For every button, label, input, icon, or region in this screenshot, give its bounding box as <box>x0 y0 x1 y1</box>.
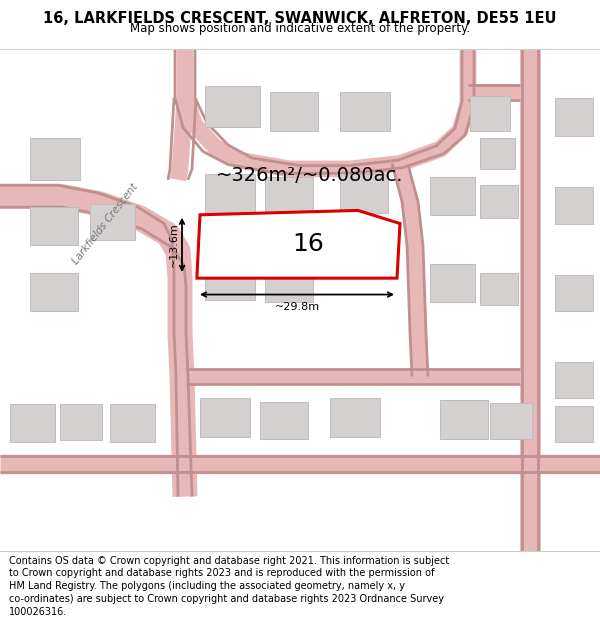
Bar <box>480 185 518 218</box>
Bar <box>430 176 475 215</box>
Bar <box>480 138 515 169</box>
Bar <box>555 275 593 311</box>
Bar <box>440 401 488 439</box>
Text: ~326m²/~0.080ac.: ~326m²/~0.080ac. <box>216 166 404 185</box>
Bar <box>555 98 593 136</box>
Bar <box>205 262 255 300</box>
Bar <box>340 174 388 213</box>
Text: Larkfields Crescent: Larkfields Crescent <box>70 181 140 266</box>
Bar <box>340 92 390 131</box>
Bar <box>205 86 260 127</box>
Bar <box>260 402 308 439</box>
Bar <box>270 92 318 131</box>
Bar <box>205 174 255 213</box>
Bar <box>555 362 593 398</box>
Bar <box>480 272 518 306</box>
Bar <box>200 398 250 436</box>
Bar <box>555 406 593 442</box>
Bar <box>265 176 313 215</box>
Text: Map shows position and indicative extent of the property.: Map shows position and indicative extent… <box>130 22 470 35</box>
Bar <box>10 404 55 442</box>
Text: Contains OS data © Crown copyright and database right 2021. This information is : Contains OS data © Crown copyright and d… <box>9 556 449 617</box>
Bar <box>30 272 78 311</box>
Bar <box>90 204 135 240</box>
Bar <box>30 138 80 180</box>
Text: ~13.6m: ~13.6m <box>169 222 179 268</box>
Text: 16: 16 <box>293 232 325 256</box>
Bar <box>430 264 475 302</box>
Bar <box>555 188 593 224</box>
Bar <box>110 404 155 442</box>
Bar <box>490 402 532 439</box>
Bar <box>265 266 313 302</box>
Bar <box>330 398 380 436</box>
Text: 16, LARKFIELDS CRESCENT, SWANWICK, ALFRETON, DE55 1EU: 16, LARKFIELDS CRESCENT, SWANWICK, ALFRE… <box>43 11 557 26</box>
Text: ~29.8m: ~29.8m <box>274 302 320 312</box>
Bar <box>470 96 510 131</box>
Polygon shape <box>197 211 400 278</box>
Bar <box>60 404 102 440</box>
Bar <box>30 207 78 246</box>
